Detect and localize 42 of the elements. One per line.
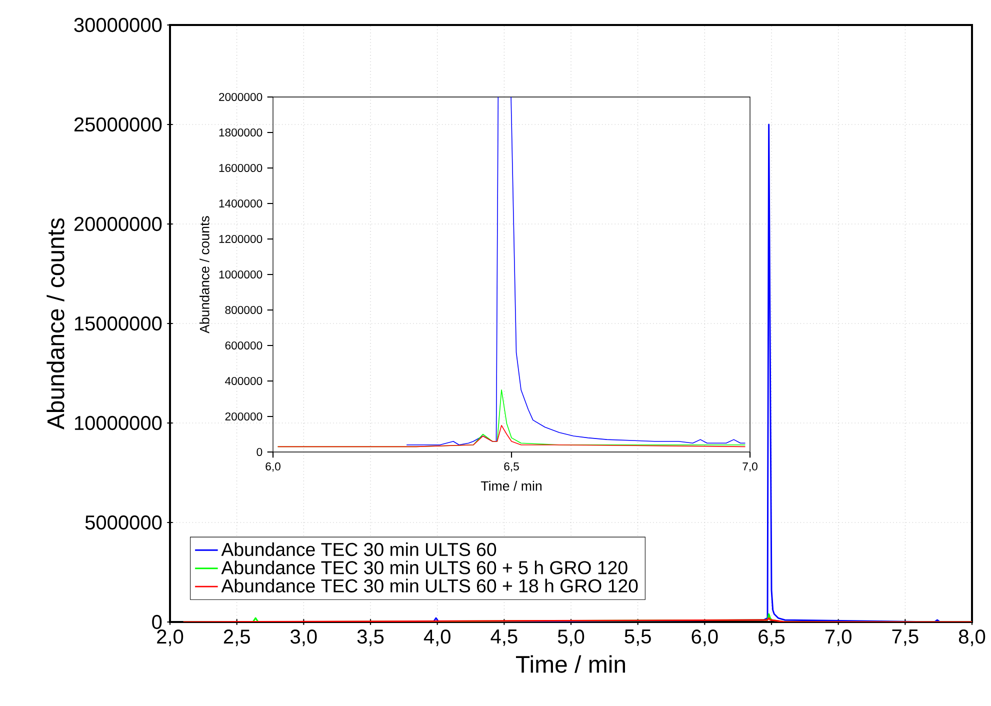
line-series [277,424,746,448]
y-tick-label: 0 [152,614,162,630]
y-tick-label: 200000 [225,412,262,421]
x-tick-label: 6,0 [266,462,280,472]
x-tick-label: 6,5 [504,462,519,472]
y-tick-label: 1000000 [219,270,262,278]
x-tick-label: 7,0 [742,462,758,472]
y-tick-label: 20000000 [74,216,162,232]
x-tick-label: 5,0 [558,630,584,646]
x-tick-label: 8,0 [958,630,986,646]
legend-label: Abundance TEC 30 min ULTS 60 [221,542,496,556]
y-tick-label: 600000 [225,341,262,350]
y-tick-label: 1800000 [219,128,262,136]
x-tick-label: 6,5 [758,630,785,646]
y-tick-label: 30000000 [74,18,162,32]
x-tick-label: 5,5 [624,630,651,646]
y-tick-label: 2000000 [219,92,262,101]
x-tick-label: 2,5 [224,630,250,646]
y-tick-label: 25000000 [74,117,162,132]
x-tick-label: 6,0 [692,630,718,646]
x-axis-title: Time / min [480,480,542,491]
y-tick-label: 1200000 [219,234,262,243]
legend-label: Abundance TEC 30 min ULTS 60 + 18 h GRO 120 [221,578,638,592]
y-tick-label: 10000000 [74,416,162,430]
x-axis-title: Time / min [516,655,625,673]
x-tick-label: 7,5 [892,630,918,646]
y-tick-label: 400000 [225,376,262,385]
x-tick-label: 3,0 [290,630,317,646]
y-axis-title: Abundance / counts [46,218,64,430]
y-tick-label: 1600000 [219,164,262,172]
y-tick-label: 0 [256,448,262,456]
y-tick-label: 5000000 [85,515,162,530]
x-tick-label: 2,0 [157,630,184,646]
y-tick-label: 800000 [225,306,262,314]
x-tick-label: 7,0 [825,630,852,646]
y-axis-title: Abundance / counts [200,216,210,334]
y-tick-label: 1400000 [219,199,262,208]
legend-label: Abundance TEC 30 min ULTS 60 + 5 h GRO 120 [221,560,628,574]
y-tick-label: 15000000 [74,316,162,331]
x-tick-label: 4,5 [490,630,518,646]
x-tick-label: 3,5 [357,630,384,646]
x-tick-label: 4,0 [424,630,450,646]
